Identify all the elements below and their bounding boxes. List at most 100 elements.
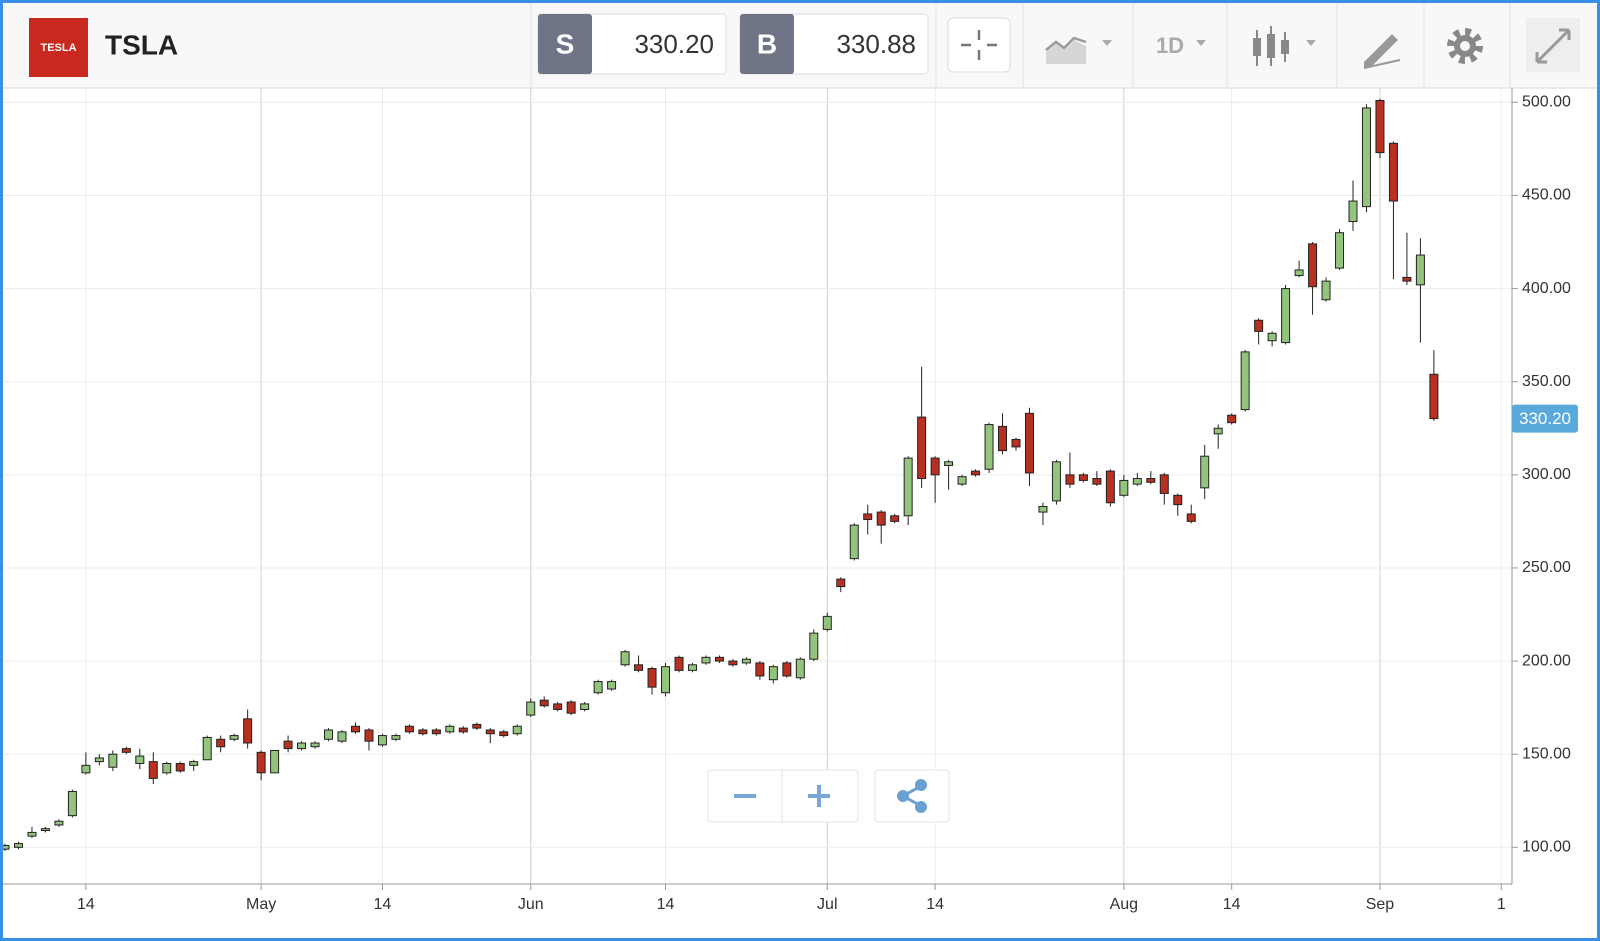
buy-label[interactable]: B — [757, 28, 777, 59]
candle-body — [1146, 478, 1156, 483]
y-tick-label: 150.00 — [1522, 745, 1571, 762]
caret — [1306, 40, 1316, 46]
zoom-in[interactable] — [808, 785, 830, 807]
candle-body — [229, 735, 239, 740]
candle-body — [1321, 280, 1331, 301]
buy-button[interactable]: B 330.88 — [739, 13, 929, 75]
candle-body — [81, 764, 91, 774]
candle-body — [1402, 276, 1412, 282]
candle-body — [944, 461, 954, 467]
candle-body — [364, 729, 374, 742]
candle-body — [283, 740, 293, 750]
candle-body — [485, 729, 495, 735]
crosshair-box[interactable] — [947, 17, 1011, 73]
sell-label[interactable]: S — [556, 28, 575, 59]
draw-button[interactable] — [1363, 34, 1401, 69]
x-tick-label: 14 — [657, 896, 675, 913]
share-dot — [897, 790, 909, 802]
candle-style-button[interactable] — [1253, 26, 1316, 66]
candle-body — [1308, 243, 1318, 288]
candle-body — [108, 753, 118, 768]
candle-body — [1429, 373, 1439, 420]
candle-body — [714, 656, 724, 662]
y-tick-label: 200.00 — [1522, 652, 1571, 669]
candle-body — [741, 658, 751, 664]
candle-body — [526, 701, 536, 716]
candle-body — [512, 725, 522, 735]
candle-body — [67, 790, 77, 817]
sell-price[interactable]: 330.20 — [634, 29, 714, 59]
candle-body — [1119, 479, 1129, 496]
candle-body — [1375, 99, 1385, 154]
y-tick-label: 300.00 — [1522, 466, 1571, 483]
candle-body — [1335, 232, 1345, 269]
candle-body — [1294, 269, 1304, 277]
candle-body — [40, 828, 50, 832]
candle-body — [809, 632, 819, 660]
interval-button[interactable]: 1D — [1156, 33, 1206, 58]
candle-body — [445, 725, 455, 733]
settings-button[interactable] — [1447, 28, 1483, 64]
candle-body — [1267, 332, 1277, 342]
candle-body — [971, 470, 981, 476]
candle-body — [795, 658, 805, 679]
candle-body — [674, 656, 684, 671]
toolbar: TESLA TSLA S 330.20 B 330.88 1D — [0, 0, 1600, 89]
interval[interactable]: 1D — [1156, 33, 1184, 58]
candle-body — [930, 457, 940, 476]
sell-button[interactable]: S 330.20 — [537, 13, 727, 75]
caret — [1102, 40, 1112, 46]
line-icon — [1045, 36, 1087, 51]
y-tick-label: 250.00 — [1522, 559, 1571, 576]
fullscreen-button[interactable] — [1526, 18, 1580, 72]
x-tick-label: 1 — [1497, 896, 1506, 913]
candle-body — [849, 524, 859, 560]
gear-teeth — [1447, 28, 1483, 64]
candle-body — [54, 820, 64, 826]
candle-body — [431, 729, 441, 735]
candle-icon-body — [1281, 40, 1289, 54]
x-tick-label: 14 — [77, 896, 95, 913]
candle-body — [1038, 505, 1048, 513]
candle-body — [917, 416, 927, 480]
y-tick-label: 500.00 — [1522, 94, 1571, 111]
candle-body — [1415, 254, 1425, 286]
candle-icon-body — [1253, 38, 1261, 56]
sell-label-box[interactable] — [538, 14, 592, 74]
candle-body — [620, 651, 630, 666]
candle-body — [472, 723, 482, 729]
candle-body — [768, 666, 778, 681]
candle-body — [607, 681, 617, 690]
plot-bg — [3, 88, 1512, 884]
buy-label-box[interactable] — [740, 14, 794, 74]
candle-body — [148, 761, 158, 779]
candle-body — [404, 725, 414, 733]
chart-type-button[interactable] — [1045, 36, 1112, 64]
y-tick-label: 450.00 — [1522, 187, 1571, 204]
candle-body — [728, 660, 738, 666]
candle-body — [553, 703, 563, 710]
candle-body — [189, 761, 199, 766]
x-tick-label: Aug — [1110, 896, 1138, 913]
candle-body — [458, 727, 468, 733]
candle-body — [876, 511, 886, 526]
candle-body — [1159, 474, 1169, 494]
candle-body — [1227, 414, 1237, 424]
candle-body — [1281, 288, 1291, 344]
x-tick-label: Jul — [817, 896, 837, 913]
candle-body — [94, 757, 104, 763]
candle-body — [162, 763, 172, 774]
candle-body — [566, 701, 576, 714]
candle-body — [701, 656, 711, 664]
candle-body — [324, 729, 334, 740]
crosshair-button[interactable] — [947, 17, 1011, 73]
candle-body — [1240, 351, 1250, 411]
candle-body — [270, 749, 280, 774]
x-tick-label: Jun — [518, 896, 544, 913]
x-tick-label: 14 — [374, 896, 392, 913]
price-marker-label: 330.20 — [1519, 409, 1571, 428]
candle-body — [661, 666, 671, 694]
buy-price[interactable]: 330.88 — [836, 29, 916, 59]
share-box[interactable] — [874, 769, 950, 823]
